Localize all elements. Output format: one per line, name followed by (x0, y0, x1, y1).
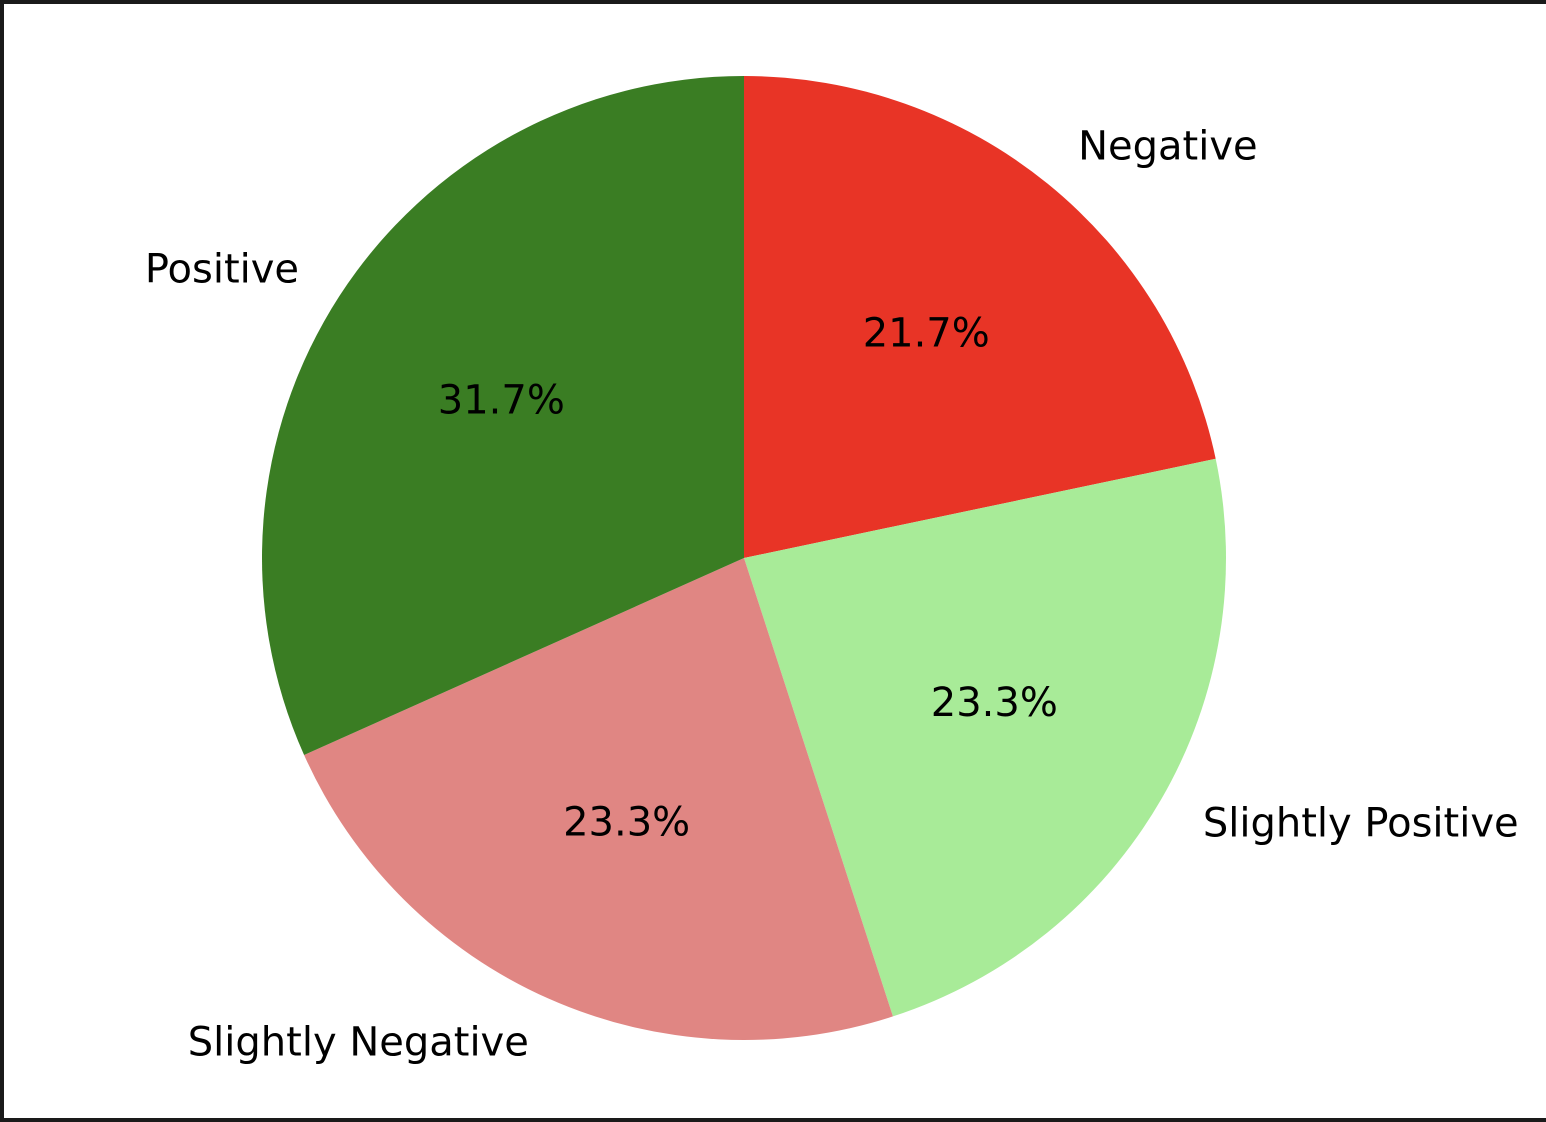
category-label-positive: Positive (145, 247, 299, 293)
category-labels-layer: Negative Slightly Positive Slightly Negati… (145, 123, 1519, 1065)
pie-slice-positive (261, 76, 744, 755)
pie-slice-slightly-negative (304, 558, 893, 1040)
pie-slice-negative (744, 76, 1216, 558)
percent-label-positive: 31.7% (438, 378, 565, 424)
percent-label-slightly-negative: 23.3% (563, 799, 690, 845)
category-label-slightly-positive: Slightly Positive (1203, 801, 1519, 847)
percent-labels-layer: 21.7% 23.3% 23.3% 31.7% (438, 310, 1058, 845)
slices-layer (261, 76, 1227, 1040)
percent-label-slightly-positive: 23.3% (931, 680, 1058, 726)
pie-slice-slightly-positive (744, 458, 1227, 1017)
category-label-negative: Negative (1078, 123, 1258, 169)
percent-label-negative: 21.7% (863, 310, 990, 356)
category-label-slightly-negative: Slightly Negative (188, 1020, 529, 1066)
